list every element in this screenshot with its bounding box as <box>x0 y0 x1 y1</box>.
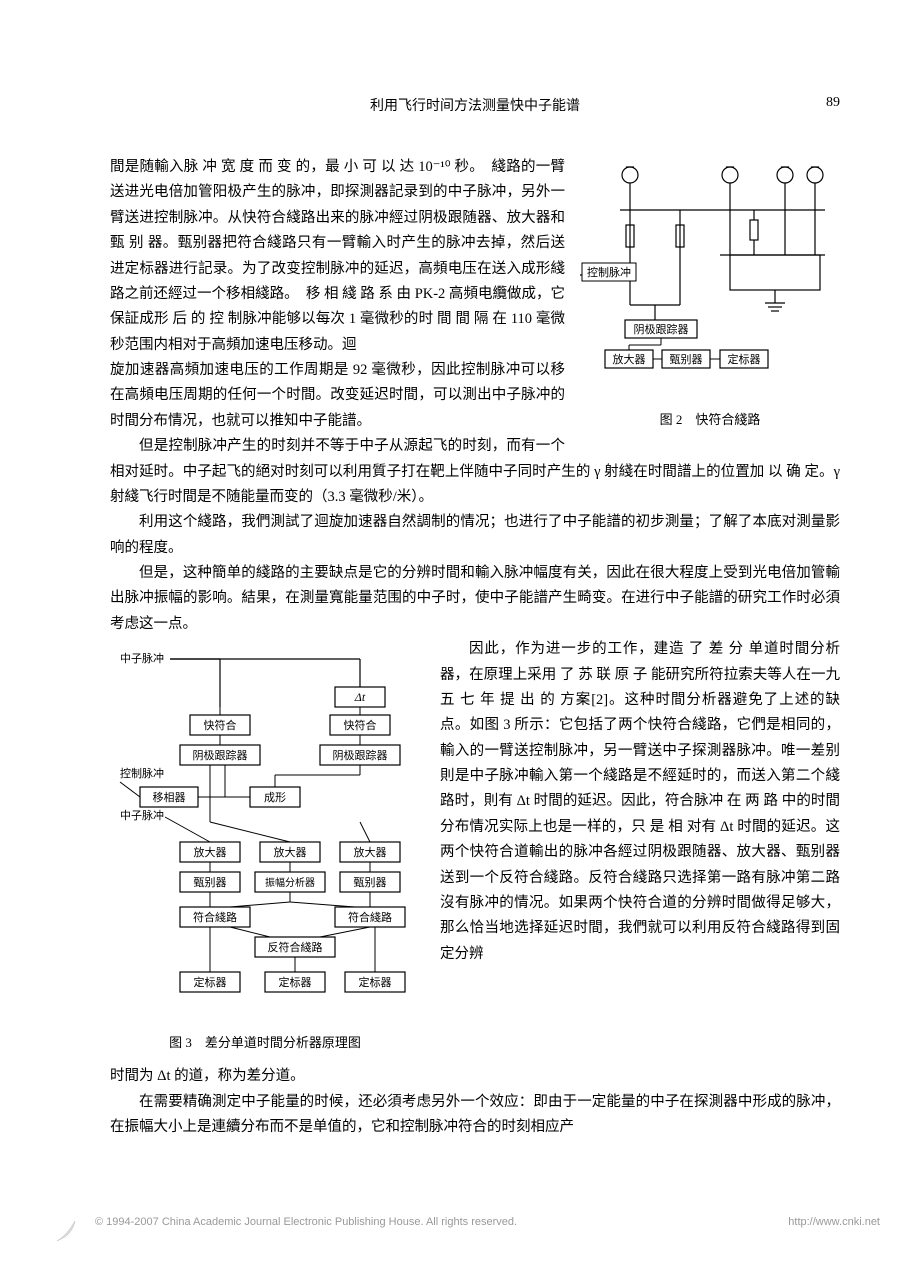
fig3-phaseshifter: 移相器 <box>153 791 186 804</box>
section-1: 阴极跟踪器 放大器 甄别器 定标器 控制脉冲 图 2 快符合綫路 間是随輸入脉 … <box>110 155 840 637</box>
fig3-disc-1: 甄别器 <box>194 876 227 889</box>
fig3-shaping: 成形 <box>264 791 286 804</box>
fig3-scaler-1: 定标器 <box>194 975 227 989</box>
footer-url: http://www.cnki.net <box>788 1216 880 1228</box>
fig3-disc-2: 甄别器 <box>354 876 387 889</box>
fig2-caption: 图 2 快符合綫路 <box>580 409 840 432</box>
footer-copyright: © 1994-2007 China Academic Journal Elect… <box>95 1216 517 1228</box>
fig3-delta-t: Δt <box>354 690 366 704</box>
fig3-fastcoin-1: 快符合 <box>204 718 237 732</box>
para-3: 利用这个綫路，我們測試了迴旋加速器自然調制的情况；也进行了中子能譜的初步測量；了… <box>110 510 840 561</box>
para-7: 在需要精确測定中子能量的时候，还必須考虑另外一个效应：即由于一定能量的中子在探測… <box>110 1090 840 1141</box>
fig3-amp-2: 放大器 <box>274 845 307 859</box>
fig3-cathfol-1: 阴极跟踪器 <box>193 748 248 762</box>
fig3-anticoin: 反符合綫路 <box>268 940 323 954</box>
figure-3: 中子脉冲 控制脉冲 中子脉冲 Δt 快符合 快符合 <box>110 647 420 1054</box>
para-6: 时間为 Δt 的道，称为差分道。 <box>110 1064 840 1089</box>
fig3-neutron-pulse-2: 中子脉冲 <box>120 808 164 822</box>
fig3-control-pulse: 控制脉冲 <box>120 766 164 780</box>
fig2-cathode-follower: 阴极跟踪器 <box>634 322 689 336</box>
page-number: 89 <box>826 95 840 111</box>
fig3-amp-3: 放大器 <box>354 845 387 859</box>
fig3-svg: 中子脉冲 控制脉冲 中子脉冲 Δt 快符合 快符合 <box>110 647 420 1017</box>
fig3-scaler-3: 定标器 <box>359 975 392 989</box>
figure-2: 阴极跟踪器 放大器 甄别器 定标器 控制脉冲 图 2 快符合綫路 <box>580 155 840 432</box>
fig3-coin-1: 符合綫路 <box>193 910 237 924</box>
section-2: 中子脉冲 控制脉冲 中子脉冲 Δt 快符合 快符合 <box>110 637 840 1064</box>
fig2-scaler: 定标器 <box>728 352 761 366</box>
para-4: 但是，这种簡单的綫路的主要缺点是它的分辨时間和輸入脉冲幅度有关，因此在很大程度上… <box>110 561 840 637</box>
header-title: 利用飞行时间方法测量快中子能谱 <box>370 99 580 114</box>
fig3-ampanalyzer: 振幅分析器 <box>265 876 315 889</box>
fig3-caption: 图 3 差分单道时間分析器原理图 <box>110 1032 420 1055</box>
fig3-amp-1: 放大器 <box>194 845 227 859</box>
fig3-coin-2: 符合綫路 <box>348 910 392 924</box>
para-2: 但是控制脉冲产生的时刻并不等于中子从源起飞的时刻，而有一个相对延时。中子起飞的絕… <box>110 434 840 510</box>
section-3: 时間为 Δt 的道，称为差分道。 在需要精确測定中子能量的时候，还必須考虑另外一… <box>110 1064 840 1140</box>
fig2-control-pulse: 控制脉冲 <box>587 265 631 279</box>
fig3-neutron-pulse-1: 中子脉冲 <box>120 651 164 665</box>
fig2-amplifier: 放大器 <box>613 352 646 366</box>
page-curl-icon <box>55 1213 85 1243</box>
fig2-discriminator: 甄别器 <box>670 353 703 366</box>
page-header: 利用飞行时间方法测量快中子能谱 89 <box>110 95 840 115</box>
fig3-scaler-2: 定标器 <box>279 975 312 989</box>
fig3-cathfol-2: 阴极跟踪器 <box>333 748 388 762</box>
fig3-fastcoin-2: 快符合 <box>344 718 377 732</box>
fig2-svg: 阴极跟踪器 放大器 甄别器 定标器 控制脉冲 <box>580 155 840 395</box>
